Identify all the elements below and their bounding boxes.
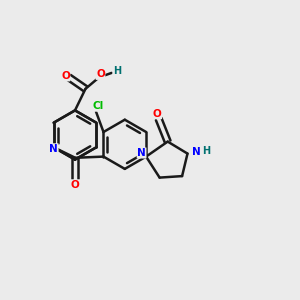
Text: H: H — [202, 146, 210, 156]
Text: O: O — [61, 71, 70, 81]
Text: O: O — [71, 180, 80, 190]
Text: N: N — [137, 148, 146, 158]
Text: O: O — [96, 69, 105, 80]
Text: N: N — [49, 144, 58, 154]
Text: Cl: Cl — [93, 101, 104, 111]
Text: O: O — [153, 109, 162, 119]
Text: H: H — [113, 66, 121, 76]
Text: N: N — [191, 147, 200, 157]
